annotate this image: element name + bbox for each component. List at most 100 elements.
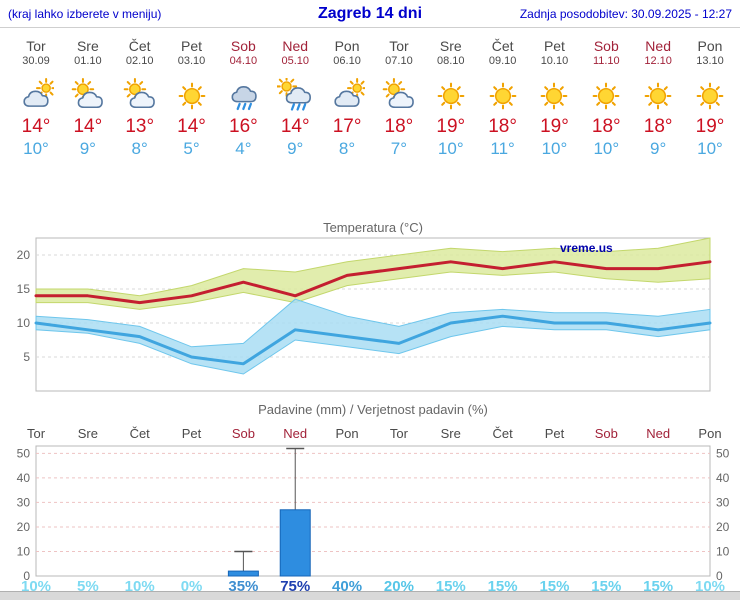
svg-text:0: 0: [716, 569, 723, 583]
svg-text:20: 20: [716, 520, 730, 534]
day-column: Tor 07.10 18° 7°: [372, 30, 425, 159]
day-column: Sob 11.10 18° 10°: [580, 30, 633, 159]
day-max-temp: 16°: [229, 116, 258, 137]
day-min-temp: 9°: [79, 139, 96, 158]
cloudy-icon: [329, 77, 368, 114]
day-min-temp: 10°: [697, 139, 723, 158]
day-min-temp: 5°: [183, 139, 200, 158]
svg-text:Čet: Čet: [492, 426, 513, 441]
svg-text:10%: 10%: [695, 578, 725, 595]
day-min-temp: 10°: [593, 139, 620, 158]
day-date: 07.10: [385, 55, 413, 67]
svg-text:50: 50: [17, 446, 31, 460]
day-min-temp: 9°: [287, 139, 304, 158]
day-min-temp: 11°: [490, 139, 515, 158]
svg-text:0: 0: [23, 569, 30, 583]
day-max-temp: 18°: [384, 116, 414, 137]
day-date: 08.10: [437, 55, 465, 67]
day-date: 06.10: [333, 55, 361, 67]
menu-hint-text: (kraj lahko izberete v meniju): [8, 7, 162, 21]
svg-text:50: 50: [716, 446, 730, 460]
day-name: Tor: [26, 38, 46, 54]
day-date: 01.10: [74, 55, 102, 67]
svg-text:10: 10: [716, 544, 730, 558]
sun-rain-icon: [276, 75, 313, 114]
svg-text:10: 10: [17, 544, 31, 558]
header: (kraj lahko izberete v meniju) Zagreb 14…: [0, 0, 740, 28]
day-name: Tor: [389, 38, 409, 54]
day-max-temp: 18°: [488, 116, 517, 137]
day-max-temp: 14°: [177, 116, 206, 137]
day-min-temp: 7°: [390, 139, 408, 158]
day-date: 05.10: [281, 55, 309, 67]
day-max-temp: 19°: [540, 116, 569, 137]
day-min-temp: 10°: [541, 139, 568, 158]
svg-text:20: 20: [17, 248, 31, 262]
day-max-temp: 13°: [125, 116, 155, 137]
sunny-icon: [588, 78, 624, 114]
svg-text:Temperatura (°C): Temperatura (°C): [323, 220, 423, 235]
day-column: Pet 03.10 14° 5°: [165, 30, 218, 159]
day-column: Pon 06.10 17° 8°: [321, 30, 374, 159]
day-max-temp: 19°: [436, 116, 466, 137]
day-column: Ned 12.10 18° 9°: [632, 30, 685, 159]
svg-text:0%: 0%: [181, 578, 203, 595]
day-column: Tor 30.09 14° 10°: [10, 30, 63, 159]
svg-text:30: 30: [17, 495, 31, 509]
day-max-temp: 18°: [591, 116, 621, 137]
svg-text:15%: 15%: [643, 578, 673, 595]
horizontal-scrollbar[interactable]: [0, 591, 740, 600]
day-name: Sre: [76, 38, 99, 54]
partly-cloudy-icon: [70, 77, 106, 114]
day-min-temp: 10°: [23, 139, 49, 158]
day-min-temp: 8°: [338, 139, 356, 158]
day-date: 10.10: [540, 55, 569, 67]
forecast-days-grid: Tor 30.09 14° 10° Sre 01.10 14° 9° Čet 02.10 13° 8°…: [0, 30, 740, 174]
precipitation-chart: Padavine (mm) / Verjetnost padavin (%) To…: [17, 402, 730, 595]
day-date: 03.10: [177, 55, 206, 67]
svg-text:40: 40: [17, 471, 31, 485]
svg-text:40: 40: [716, 471, 730, 485]
day-max-temp: 17°: [332, 116, 362, 137]
svg-text:Pon: Pon: [698, 426, 721, 441]
svg-text:5: 5: [23, 350, 30, 364]
day-name: Pon: [697, 38, 723, 54]
day-min-temp: 10°: [437, 139, 464, 158]
day-name: Pet: [543, 38, 565, 54]
day-date: 02.10: [125, 55, 154, 67]
day-max-temp: 14°: [73, 116, 103, 137]
svg-text:Tor: Tor: [390, 426, 409, 441]
sunny-icon: [692, 78, 728, 114]
day-name: Čet: [128, 38, 151, 54]
svg-text:Pet: Pet: [182, 426, 202, 441]
day-date: 13.10: [696, 55, 724, 67]
day-max-temp: 19°: [695, 116, 725, 137]
sunny-icon: [640, 78, 676, 114]
day-column: Pet 10.10 19° 10°: [528, 30, 581, 159]
day-column: Čet 02.10 13° 8°: [113, 30, 166, 159]
partly-cloudy-icon: [381, 77, 417, 114]
day-min-temp: 4°: [235, 139, 252, 158]
svg-text:35%: 35%: [228, 578, 258, 595]
partly-cloudy-icon: [122, 77, 158, 114]
svg-text:Pon: Pon: [336, 426, 359, 441]
svg-text:75%: 75%: [280, 578, 310, 595]
day-max-temp: 14°: [280, 116, 310, 137]
cloudy-icon: [18, 77, 57, 114]
day-date: 11.10: [592, 55, 620, 67]
day-name: Čet: [491, 38, 514, 54]
day-name: Sob: [593, 38, 619, 54]
svg-text:10%: 10%: [125, 578, 155, 595]
day-name: Pet: [181, 38, 203, 54]
svg-text:15: 15: [17, 282, 31, 296]
day-name: Sre: [439, 38, 462, 54]
day-min-temp: 8°: [131, 139, 148, 158]
svg-text:Padavine (mm) / Verjetnost pad: Padavine (mm) / Verjetnost padavin (%): [258, 402, 488, 417]
last-update-text: Zadnja posodobitev: 30.09.2025 - 12:27: [519, 7, 732, 21]
day-max-temp: 14°: [21, 116, 51, 137]
day-column: Ned 05.10 14° 9°: [269, 30, 322, 159]
svg-text:Sob: Sob: [232, 426, 255, 441]
day-column: Čet 09.10 18° 11°: [476, 30, 529, 159]
svg-text:5%: 5%: [77, 578, 99, 595]
day-column: Sre 01.10 14° 9°: [61, 30, 114, 159]
